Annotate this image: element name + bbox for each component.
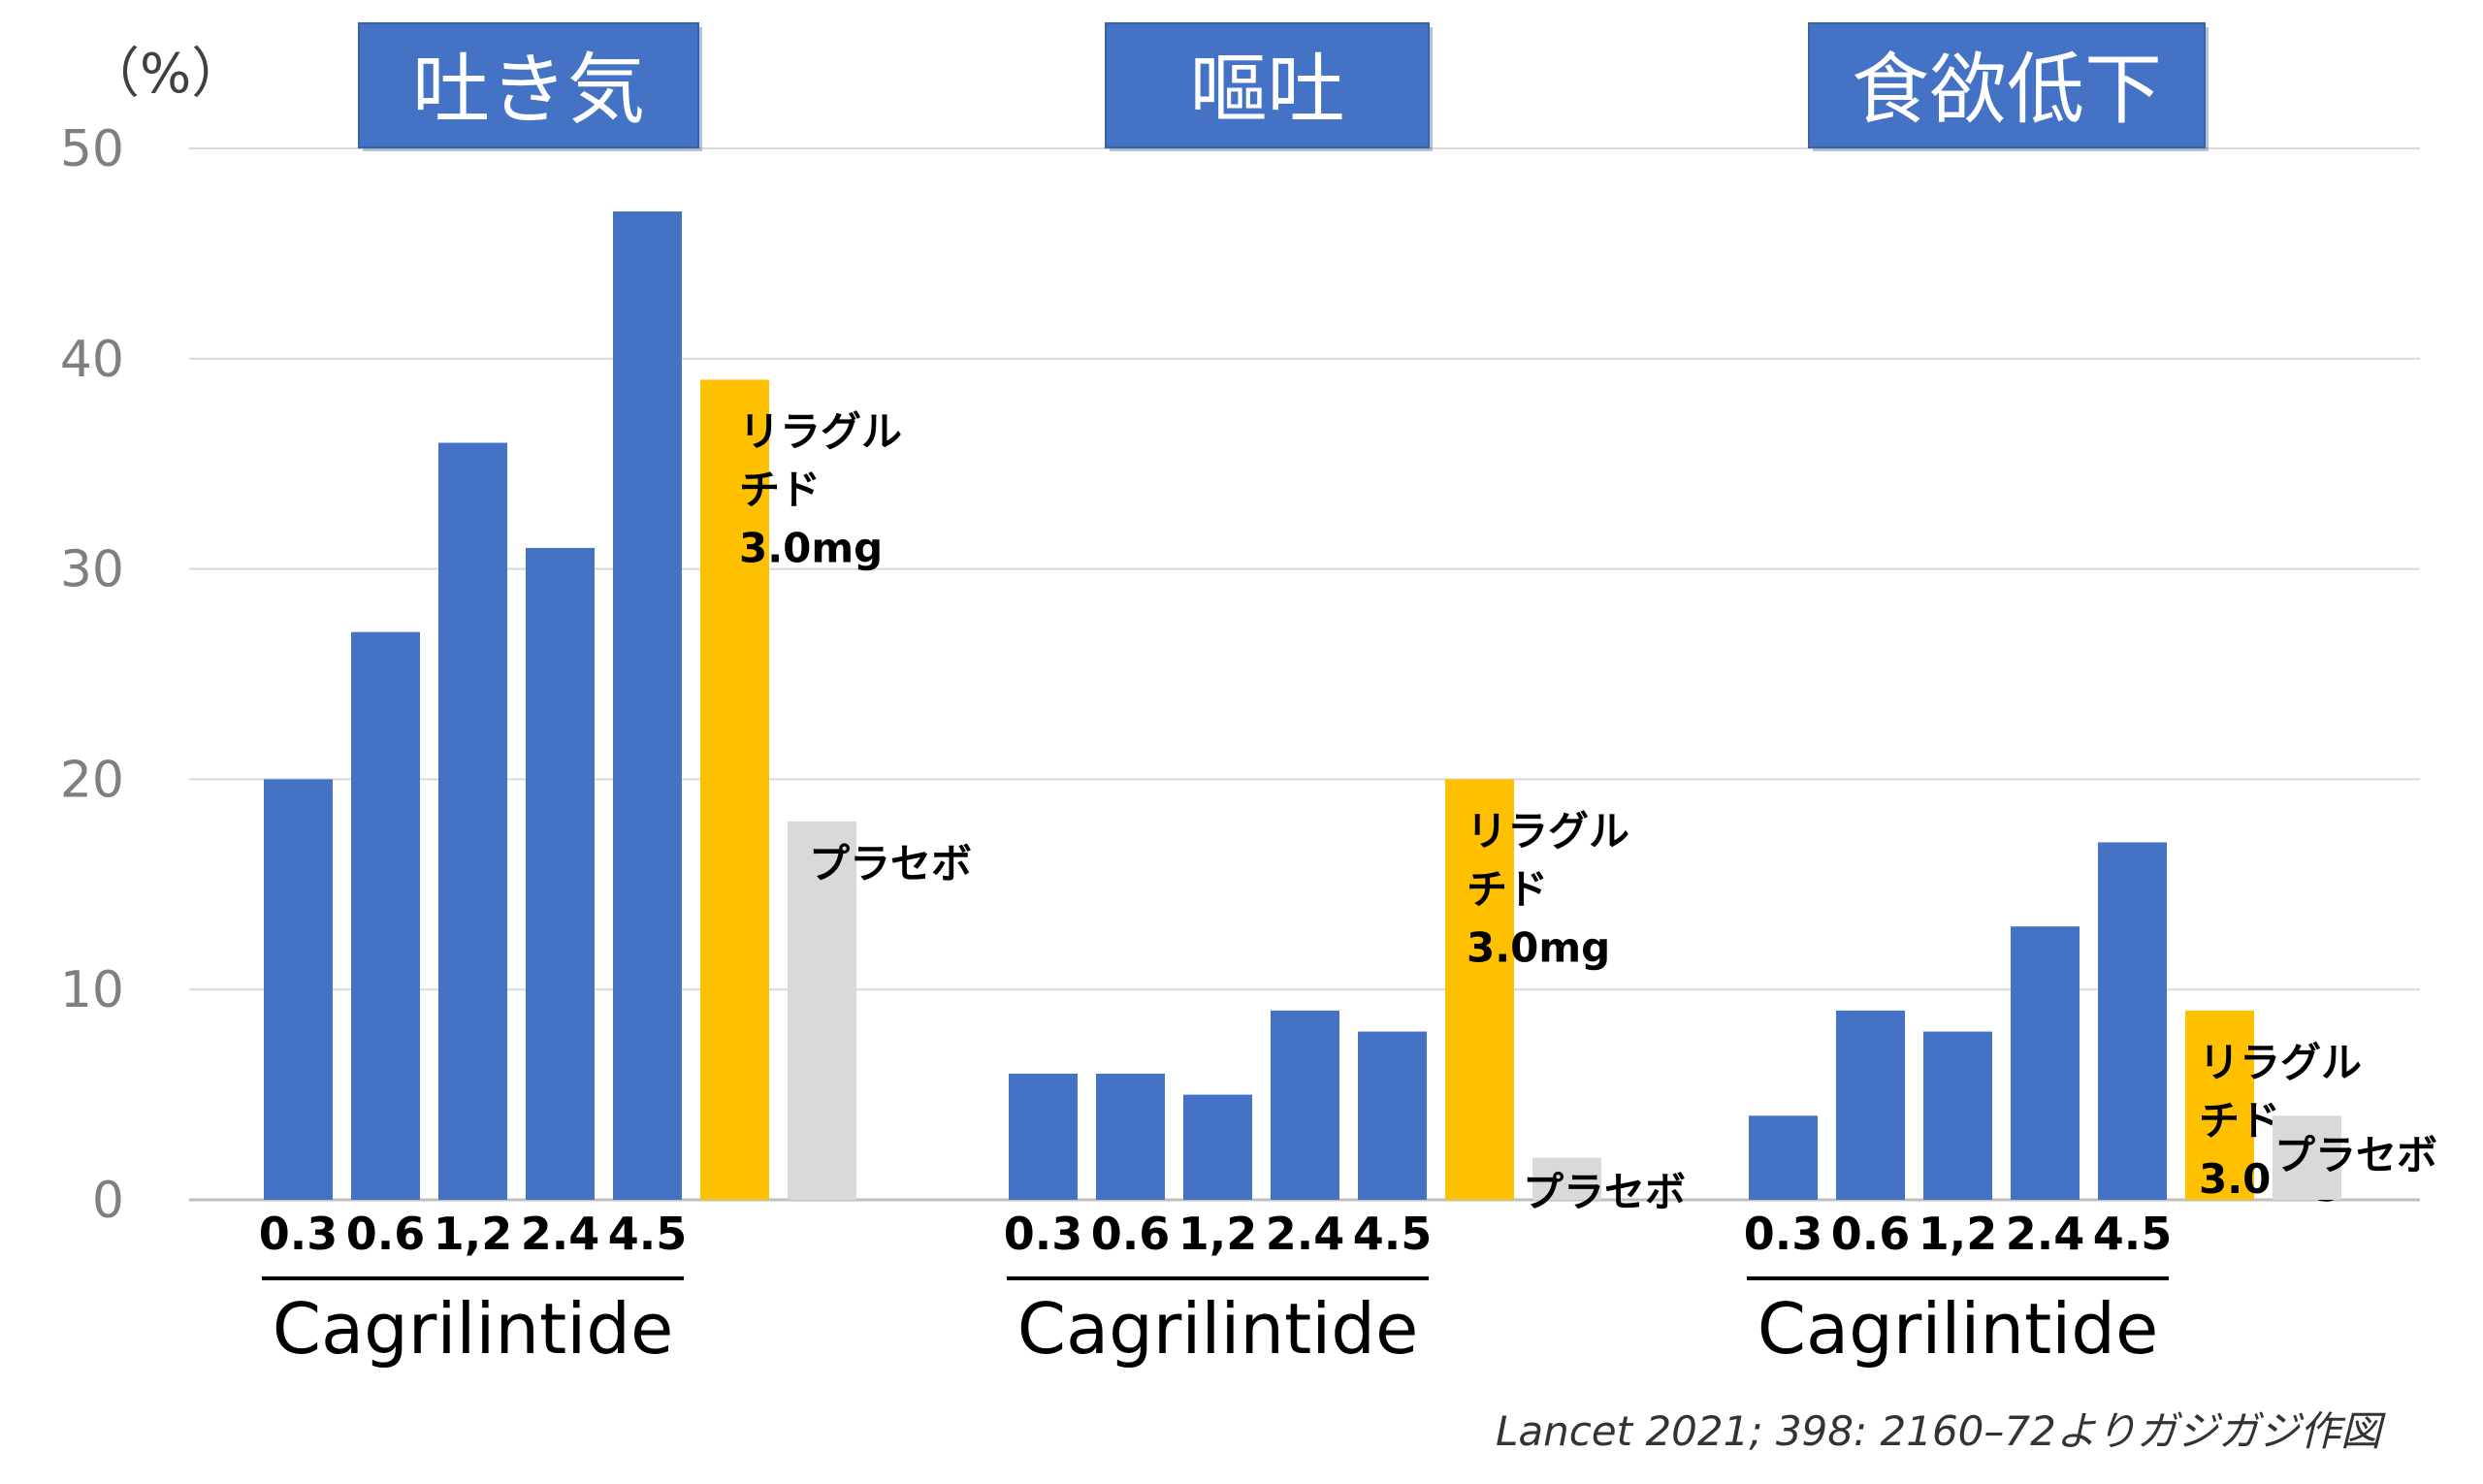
liraglutide-label: 3.0mg [1467,923,1610,971]
x-tick-dose-label: 2.4 [2006,1208,2085,1260]
x-tick-dose-label: 4.5 [2093,1208,2173,1260]
bar-cagrilintide-1 [1749,1115,1818,1200]
y-tick-label: 10 [60,961,124,1019]
bar-cagrilintide-2 [1836,1010,1905,1200]
x-tick-dose-label: 2.4 [1266,1208,1345,1260]
x-tick-dose-label: 2.4 [521,1208,600,1260]
bar-cagrilintide-3 [1923,1031,1992,1200]
bar-placebo [2273,1115,2341,1200]
x-tick-dose-label: 0.6 [346,1208,426,1260]
panel-title-box [1808,22,2206,148]
bar-placebo [1532,1157,1601,1200]
bar-cagrilintide-4 [1271,1010,1339,1200]
y-axis-unit-label: （%） [85,43,245,106]
bar-cagrilintide-1 [1009,1073,1078,1200]
placebo-label: プラセボ [2274,1131,2437,1178]
x-tick-dose-label: 1,2 [434,1208,513,1260]
panel-title: 嘔吐 [1190,45,1345,135]
panel-title: 食欲低下 [1852,45,2162,135]
group-label: Cagrilintide [1017,1288,1419,1370]
y-tick-label: 30 [60,541,124,599]
x-tick-dose-label: 4.5 [1353,1208,1433,1260]
x-tick-dose-label: 4.5 [608,1208,688,1260]
bar-cagrilintide-3 [1183,1094,1252,1200]
bar-cagrilintide-5 [613,211,682,1201]
liraglutide-label: リラグル [739,407,902,455]
x-tick-dose-label: 1,2 [1178,1208,1258,1260]
panel-title: 吐き気 [412,45,645,135]
liraglutide-label: リラグル [2199,1039,2362,1086]
y-axis: 0 10 20 30 40 50 [60,120,124,1230]
bar-liraglutide [1445,779,1514,1200]
bar-cagrilintide-1 [264,779,333,1200]
bar-cagrilintide-2 [1096,1073,1165,1200]
liraglutide-label: チド [739,466,821,513]
group-label: Cagrilintide [273,1288,674,1370]
panel-title-box [358,22,699,148]
x-tick-dose-label: 0.6 [1831,1208,1911,1260]
x-tick-dose-label: 0.3 [259,1208,339,1260]
bar-cagrilintide-4 [2011,926,2080,1200]
bar-cagrilintide-5 [2098,842,2167,1200]
bar-cagrilintide-4 [526,547,595,1200]
bar-placebo [788,821,856,1200]
x-tick-dose-label: 0.3 [1004,1208,1083,1260]
x-tick-dose-label: 0.6 [1091,1208,1171,1260]
group-label: Cagrilintide [1757,1288,2159,1370]
x-tick-dose-label: 0.3 [1744,1208,1823,1260]
y-tick-label: 40 [60,331,124,389]
bar-liraglutide [700,379,769,1201]
bar-cagrilintide-2 [351,631,420,1200]
liraglutide-label: 3.0mg [739,524,883,571]
bar-cagrilintide-3 [438,442,507,1200]
liraglutide-label: チド [2199,1097,2280,1145]
liraglutide-label: チド [1467,865,1548,913]
liraglutide-label: リラグル [1467,807,1629,855]
placebo-label: プラセボ [1523,1169,1686,1216]
y-tick-label: 50 [60,120,124,178]
panel-title-box [1105,22,1430,148]
y-tick-label: 20 [60,751,124,809]
y-tick-label: 0 [92,1172,124,1230]
bar-liraglutide [2185,1010,2254,1200]
x-tick-dose-label: 1,2 [1919,1208,1998,1260]
source-citation: Lancet 2021; 398: 2160–72よりガジガジ作図 [1496,1407,2386,1455]
bar-cagrilintide-5 [1358,1031,1427,1200]
placebo-label: プラセボ [809,840,972,887]
